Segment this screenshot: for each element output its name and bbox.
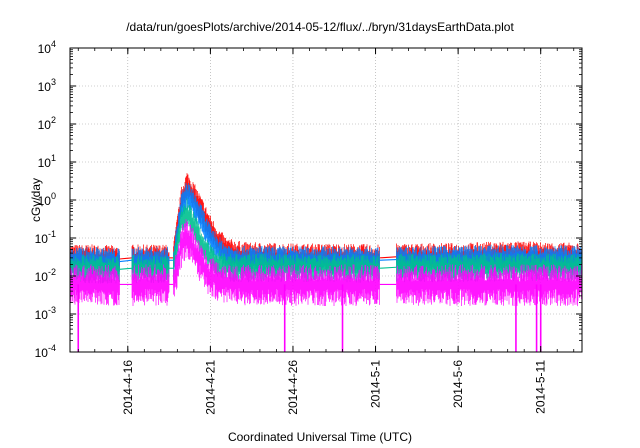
x-tick-label: 2014-4-26 [286,360,300,415]
y-tick-label: 103 [38,77,56,94]
y-ticks: 10-4 10-3 10-2 10-1 100 101 102 103 104 [35,39,582,360]
grid [70,48,582,352]
x-tick-label: 2014-5-11 [534,360,548,414]
x-tick-label: 2014-5-1 [369,360,383,408]
gap-connector [379,256,397,259]
x-tick-label: 2014-4-21 [203,360,217,415]
x-tick-label: 2014-4-16 [121,360,135,415]
series-3 [69,198,583,284]
y-tick-label: 101 [38,153,56,170]
y-tick-label: 10-3 [35,305,56,322]
y-tick-label: 104 [38,39,56,56]
series-4 [69,219,583,352]
x-ticks: 2014-4-16 2014-4-21 2014-4-26 2014-5-1 2014-… [77,48,575,415]
x-tick-label: 2014-5-6 [451,360,465,408]
y-tick-label: 100 [38,191,56,208]
gap-connector [379,259,397,261]
chart-title: /data/run/goesPlots/archive/2014-05-12/f… [126,20,514,34]
gap-connector [119,257,132,260]
y-tick-label: 10-1 [35,229,56,246]
y-tick-label: 102 [38,115,56,132]
gap-connector [379,266,397,269]
y-tick-label: 10-2 [35,267,56,284]
x-axis-label: Coordinated Universal Time (UTC) [227,430,413,444]
series-group [69,173,583,352]
gap-connector [119,267,132,270]
y-tick-label: 10-4 [35,343,56,360]
gap-connector [119,259,132,263]
